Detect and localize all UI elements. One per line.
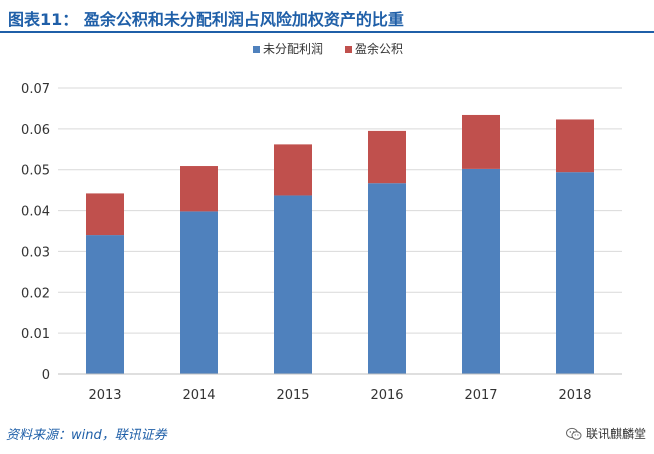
bar-surplus-reserve [274, 144, 312, 196]
x-tick-label: 2013 [88, 388, 121, 403]
legend: 未分配利润 盈余公积 [253, 41, 403, 56]
x-tick-label: 2018 [558, 388, 591, 403]
figure-title: 图表11： 盈余公积和未分配利润占风险加权资产的比重 [8, 10, 404, 29]
x-tick-label: 2015 [276, 388, 309, 403]
y-axis-tick-labels: 0 0.01 0.02 0.03 0.04 0.05 0.06 0.07 [21, 82, 50, 383]
bar-surplus-reserve [180, 166, 218, 212]
bar-undistributed-profit [368, 183, 406, 374]
bar-surplus-reserve [368, 130, 406, 184]
legend-swatch [345, 46, 352, 53]
legend-label: 未分配利润 [263, 42, 323, 56]
bar-surplus-reserve [462, 114, 500, 169]
bar-undistributed-profit [274, 195, 312, 374]
bar-surplus-reserve [86, 193, 124, 236]
bar-surplus-reserve [556, 119, 594, 173]
bar-undistributed-profit [462, 168, 500, 374]
y-tick-label: 0.05 [21, 164, 50, 179]
x-axis: 2013 2014 2015 2016 2017 2018 [58, 373, 622, 403]
stacked-bar-chart: 00.010.020.030.040.050.060.07 2013 2014 20… [21, 41, 622, 403]
gridlines [58, 87, 622, 375]
y-tick-label: 0.07 [21, 82, 50, 97]
title-divider [0, 31, 654, 33]
wechat-icon [565, 427, 582, 440]
bar-undistributed-profit [180, 211, 218, 374]
x-tick-label: 2016 [370, 388, 403, 403]
y-tick-label: 0.06 [21, 123, 50, 138]
bar-undistributed-profit [86, 235, 124, 374]
y-tick-label: 0.04 [21, 205, 50, 220]
source-note: 资料来源：wind，联讯证券 [6, 428, 167, 443]
y-tick-label: 0 [42, 368, 50, 383]
x-tick-label: 2017 [464, 388, 497, 403]
watermark-text: 联讯麒麟堂 [585, 427, 646, 441]
legend-label: 盈余公积 [355, 41, 403, 56]
legend-swatch [253, 46, 260, 53]
watermark: 联讯麒麟堂 [565, 425, 646, 442]
x-tick-label: 2014 [182, 388, 215, 403]
y-tick-label: 0.02 [21, 286, 50, 301]
bar-undistributed-profit [556, 172, 594, 374]
y-tick-label: 0.01 [21, 327, 50, 342]
bars [86, 114, 594, 374]
y-tick-label: 0.03 [21, 245, 50, 260]
